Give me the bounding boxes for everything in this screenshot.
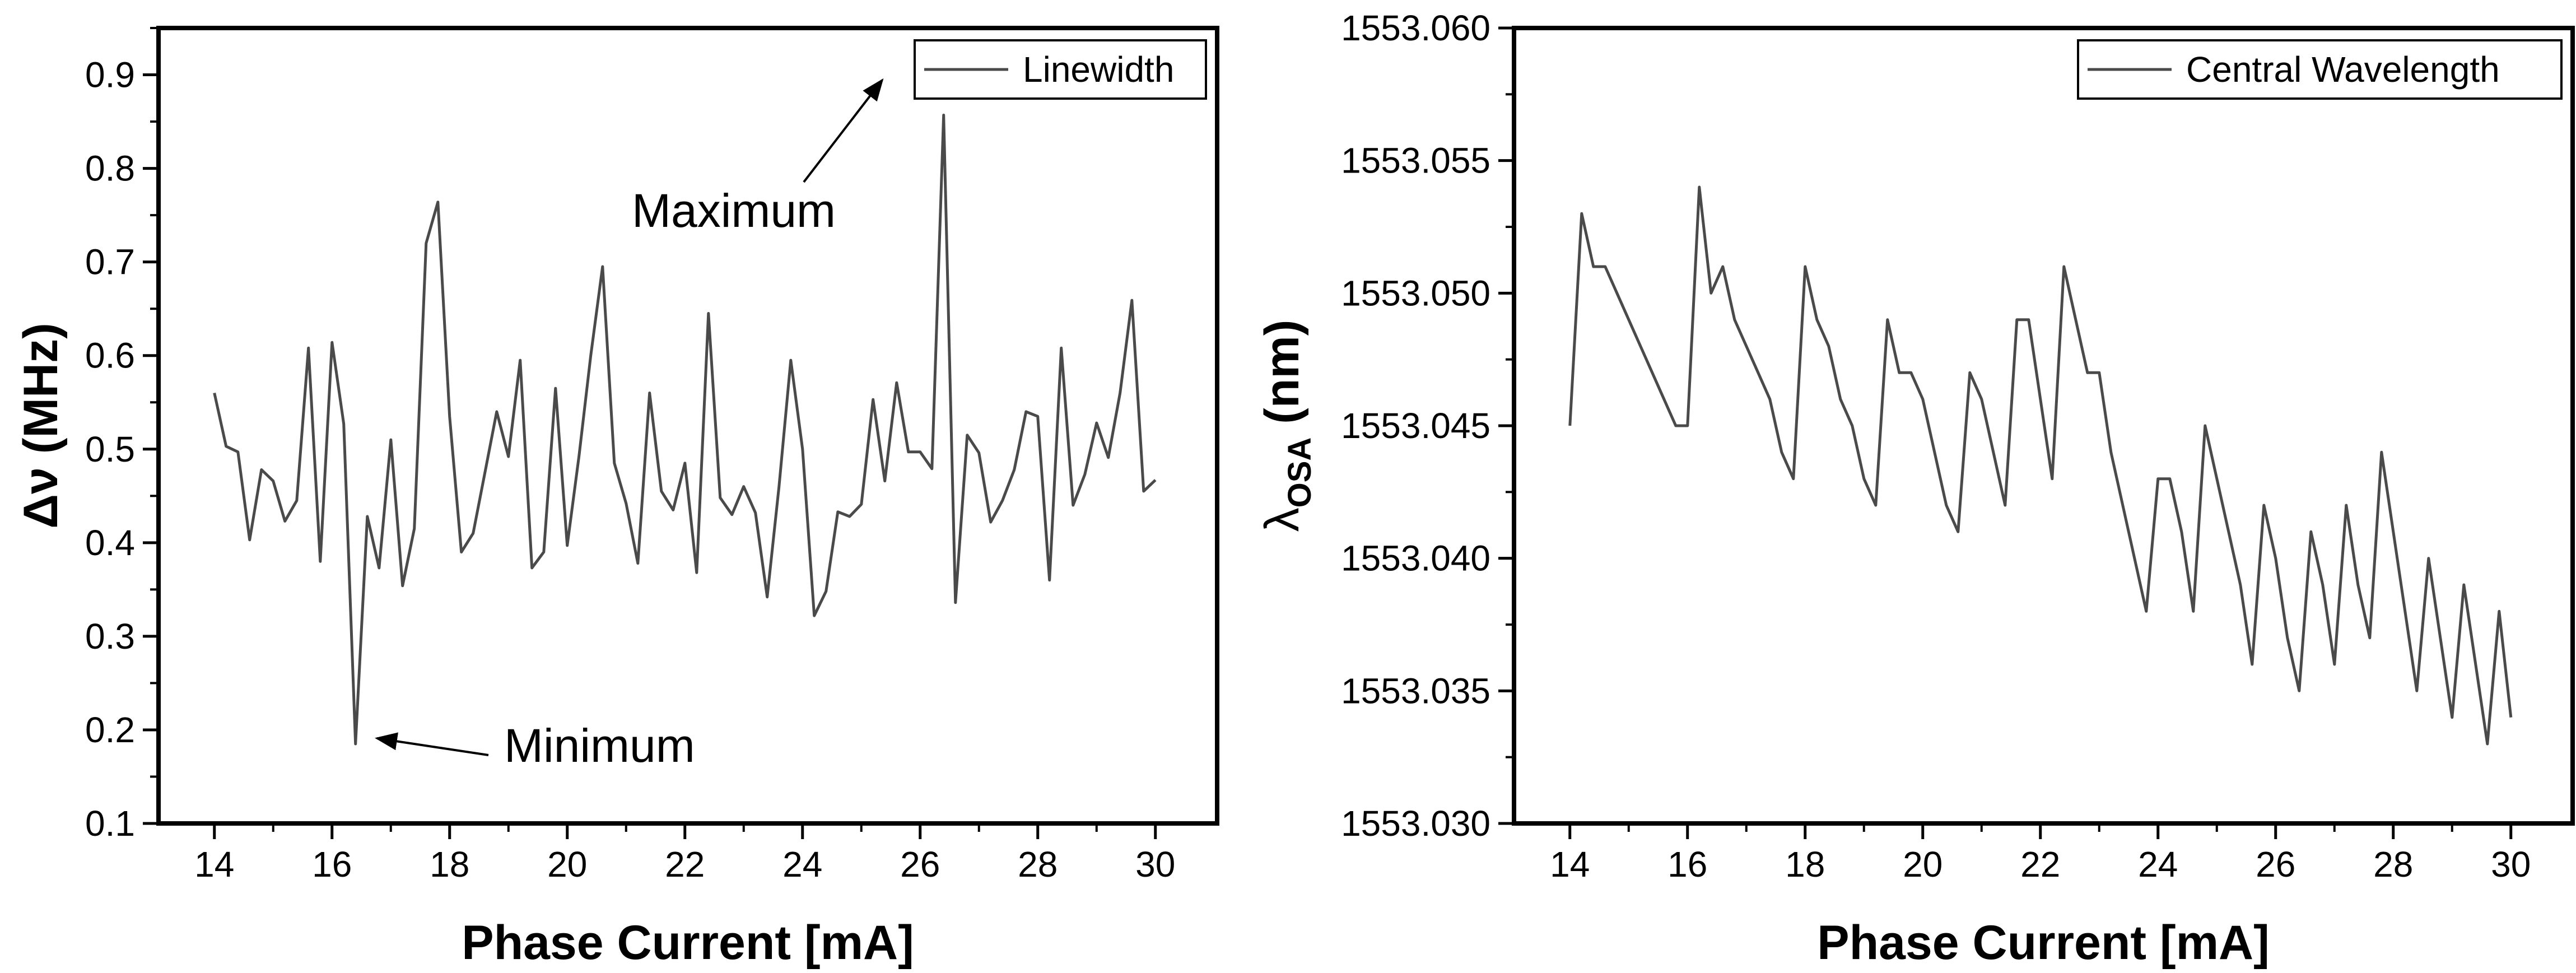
x-tick-label: 22 — [2020, 844, 2060, 884]
series-line-central-wavelength — [1568, 185, 2513, 746]
annotations: Maximum Minimum — [375, 78, 884, 772]
y-tick-label: 1553.060 — [1341, 8, 1490, 48]
y-axis-unit: (nm) — [1255, 320, 1309, 437]
x-tick-label: 20 — [547, 844, 587, 884]
y-tick-label: 1553.050 — [1341, 273, 1490, 313]
series-line-linewidth — [213, 113, 1157, 746]
tick-labels: 14 16 18 20 22 24 26 28 30 0.1 0.2 0.3 0.4 0.5 0.6 0.7 0… — [85, 55, 1175, 884]
y-tick-label: 0.1 — [85, 803, 135, 844]
y-tick-label: 1553.055 — [1341, 141, 1490, 181]
x-tick-label: 28 — [1018, 844, 1058, 884]
y-axis-title: Δν (MHz) — [14, 323, 68, 529]
maximum-arrow — [803, 78, 884, 183]
y-tick-label: 0.3 — [85, 616, 135, 657]
x-tick-label: 16 — [312, 844, 352, 884]
central-wavelength-chart: 14 16 18 20 22 24 26 28 30 1553.030 1553.035 1553.0… — [1255, 8, 2575, 970]
x-tick-label: 30 — [1135, 844, 1175, 884]
y-axis-title: λOSA (nm) — [1255, 320, 1318, 532]
x-tick-label: 16 — [1667, 844, 1707, 884]
linewidth-chart: 14 16 18 20 22 24 26 28 30 0.1 0.2 0.3 0.4 0.5 0.6 0.7 0… — [14, 26, 1219, 970]
annotation-maximum: Maximum — [632, 184, 836, 237]
x-axis-title: Phase Current [mA] — [1817, 916, 2270, 970]
y-tick-label: 0.5 — [85, 429, 135, 469]
legend-entry-central-wavelength: Central Wavelength — [2186, 49, 2500, 90]
y-tick-label: 0.4 — [85, 523, 135, 563]
y-tick-label: 1553.045 — [1341, 406, 1490, 446]
plot-frame — [156, 26, 1219, 826]
legend: Central Wavelength — [2077, 39, 2563, 100]
y-axis-subscript: OSA — [1282, 437, 1318, 508]
y-tick-label: 0.8 — [85, 148, 135, 189]
ticks — [143, 27, 1157, 839]
y-tick-label: 1553.035 — [1341, 671, 1490, 711]
y-tick-label: 0.9 — [85, 55, 135, 95]
x-tick-label: 24 — [2138, 844, 2178, 884]
x-tick-label: 20 — [1903, 844, 1943, 884]
x-tick-label: 14 — [1550, 844, 1590, 884]
legend-entry-linewidth: Linewidth — [1023, 49, 1174, 90]
x-tick-label: 30 — [2491, 844, 2531, 884]
x-tick-label: 14 — [194, 844, 234, 884]
x-tick-label: 22 — [665, 844, 705, 884]
x-tick-label: 26 — [2256, 844, 2295, 884]
annotation-minimum: Minimum — [504, 719, 695, 772]
x-axis-title: Phase Current [mA] — [462, 916, 914, 970]
minimum-arrow — [375, 732, 489, 756]
tick-labels: 14 16 18 20 22 24 26 28 30 1553.030 1553.035 1553.0… — [1341, 8, 2531, 884]
x-tick-label: 26 — [900, 844, 940, 884]
y-tick-label: 1553.040 — [1341, 538, 1490, 579]
x-tick-label: 24 — [782, 844, 822, 884]
ticks — [1498, 26, 2513, 839]
x-tick-label: 18 — [430, 844, 469, 884]
legend: Linewidth — [914, 39, 1207, 100]
x-tick-label: 28 — [2373, 844, 2413, 884]
x-tick-label: 18 — [1785, 844, 1825, 884]
y-tick-label: 0.6 — [85, 336, 135, 376]
y-tick-label: 1553.030 — [1341, 803, 1490, 844]
y-tick-label: 0.2 — [85, 710, 135, 750]
y-tick-label: 0.7 — [85, 242, 135, 282]
y-axis-symbol: λ — [1255, 508, 1309, 532]
